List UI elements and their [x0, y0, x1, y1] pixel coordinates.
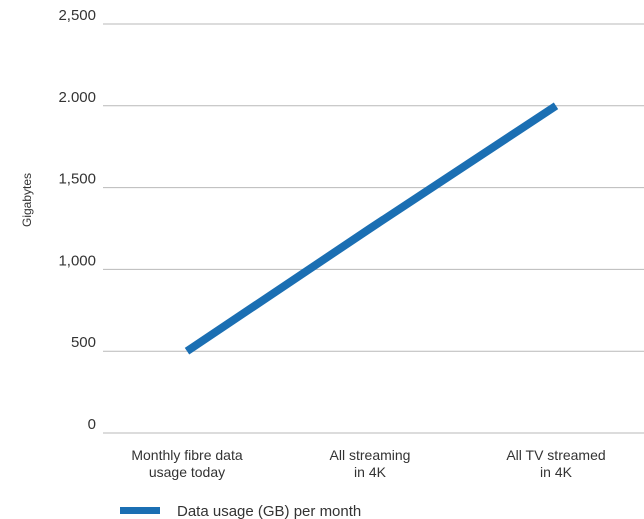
y-tick-label-2: 1,000 [58, 252, 96, 269]
legend-label: Data usage (GB) per month [177, 503, 361, 519]
y-tick-label-4: 2.000 [58, 89, 96, 106]
y-tick-label-3: 1,500 [58, 171, 96, 188]
x-category-label-0: Monthly fibre data usage today [131, 447, 242, 480]
legend: Data usage (GB) per month [120, 503, 361, 519]
series-line-0 [184, 102, 559, 355]
x-axis-category-labels: Monthly fibre data usage today All streami… [131, 447, 605, 480]
x-category-label-1: All streaming in 4K [330, 447, 411, 480]
y-tick-label-1: 500 [71, 334, 96, 351]
y-tick-label-0: 0 [88, 416, 96, 433]
series-lines [184, 102, 559, 355]
y-axis-tick-labels: 0 500 1,000 1,500 2.000 2,500 [58, 7, 96, 433]
legend-swatch [120, 507, 160, 514]
y-tick-label-5: 2,500 [58, 7, 96, 24]
y-axis-title: Gigabytes [20, 173, 34, 227]
x-category-label-2: All TV streamed in 4K [506, 447, 605, 480]
